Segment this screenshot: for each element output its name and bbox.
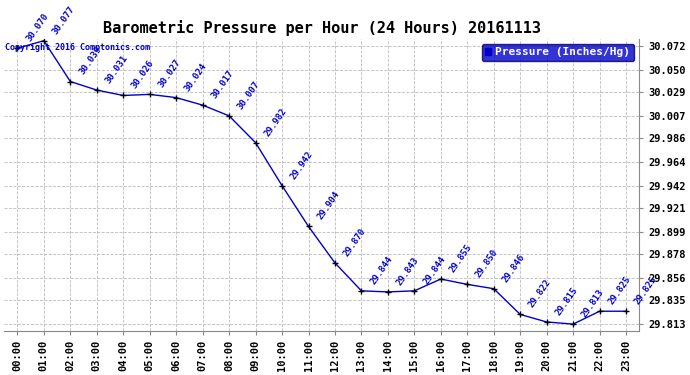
Text: 29.813: 29.813: [580, 288, 606, 319]
Text: 29.855: 29.855: [448, 243, 473, 274]
Text: 30.027: 30.027: [157, 58, 183, 90]
Legend: Pressure (Inches/Hg): Pressure (Inches/Hg): [482, 44, 633, 61]
Text: 29.822: 29.822: [527, 278, 553, 309]
Text: 29.825: 29.825: [633, 275, 659, 306]
Text: 30.031: 30.031: [104, 54, 130, 85]
Text: 30.024: 30.024: [183, 61, 209, 93]
Text: 29.844: 29.844: [368, 254, 394, 286]
Text: 29.904: 29.904: [315, 190, 342, 222]
Text: 29.982: 29.982: [262, 106, 288, 138]
Text: 30.070: 30.070: [24, 12, 50, 43]
Text: 30.077: 30.077: [51, 4, 77, 36]
Text: 29.843: 29.843: [395, 255, 421, 287]
Text: 29.844: 29.844: [422, 254, 447, 286]
Text: 29.942: 29.942: [289, 149, 315, 181]
Text: 30.039: 30.039: [77, 45, 103, 76]
Text: Copyright 2016 Comptonics.com: Copyright 2016 Comptonics.com: [5, 43, 150, 52]
Text: 29.846: 29.846: [501, 252, 526, 284]
Text: 29.870: 29.870: [342, 226, 368, 258]
Text: 29.825: 29.825: [607, 275, 633, 306]
Text: 29.815: 29.815: [553, 285, 580, 317]
Text: 30.017: 30.017: [210, 69, 235, 100]
Text: 29.850: 29.850: [474, 248, 500, 279]
Text: 30.026: 30.026: [130, 59, 156, 90]
Text: 30.007: 30.007: [236, 80, 262, 111]
Title: Barometric Pressure per Hour (24 Hours) 20161113: Barometric Pressure per Hour (24 Hours) …: [103, 20, 541, 36]
